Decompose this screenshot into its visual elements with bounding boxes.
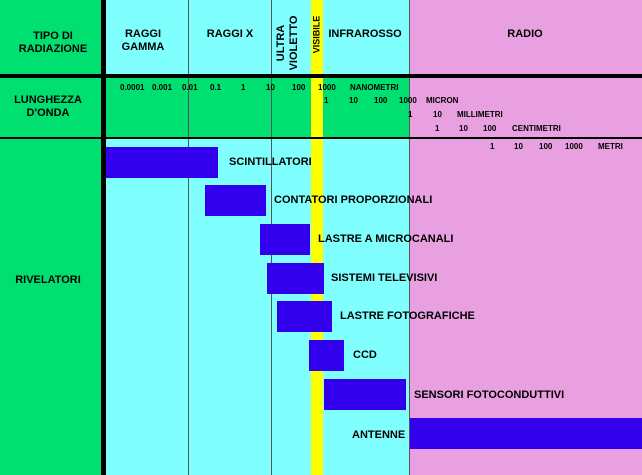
detector-label-sensori-fotoconduttivi: SENSORI FOTOCONDUTTIVI [414, 389, 565, 401]
wavelength-band [104, 78, 410, 138]
detector-label-sistemi-televisivi: SISTEMI TELEVISIVI [331, 272, 438, 284]
left-column-rule [101, 0, 106, 475]
unit-micron: MICRON [426, 96, 459, 105]
detector-bar-sensori-fotoconduttivi [324, 379, 406, 410]
tick-nm-0: 0.0001 [120, 83, 145, 92]
row-label-detectors: RIVELATORI [15, 274, 81, 286]
wavelength-rule [0, 137, 642, 139]
tick-micron-0: 1 [324, 96, 329, 105]
tick-m-1: 10 [514, 142, 523, 151]
detector-bar-sistemi-televisivi [267, 263, 324, 294]
tick-cm-0: 1 [435, 124, 440, 133]
radio-region [410, 0, 642, 475]
tick-m-3: 1000 [565, 142, 583, 151]
tick-nm-5: 10 [266, 83, 275, 92]
detector-bar-antenne [410, 418, 642, 449]
detector-bar-lastre-a-microcanali [260, 224, 310, 255]
category-xray: RAGGI X [206, 28, 254, 40]
tick-nm-7: 1000 [318, 83, 336, 92]
label-column [0, 0, 104, 475]
category-gamma: RAGGI GAMMA [121, 28, 165, 53]
tick-mm-0: 1 [408, 110, 413, 119]
tick-nm-2: 0.01 [182, 83, 198, 92]
detector-label-lastre-fotografiche: LASTRE FOTOGRAFICHE [340, 310, 475, 322]
divider-gamma-xray [188, 0, 189, 475]
category-visible: VISIBILE [311, 15, 322, 54]
unit-millimetri: MILLIMETRI [457, 110, 503, 119]
unit-nanometri: NANOMETRI [350, 83, 399, 92]
tick-cm-2: 100 [483, 124, 497, 133]
detector-label-ccd: CCD [353, 349, 377, 361]
row-label-radiation-type: TIPO DI RADIAZIONE [18, 30, 88, 55]
tick-nm-6: 100 [292, 83, 306, 92]
detector-label-lastre-a-microcanali: LASTRE A MICROCANALI [318, 233, 454, 245]
header-rule [0, 74, 642, 78]
category-radio: RADIO [507, 28, 543, 40]
row-label-wavelength: LUNGHEZZA D'ONDA [14, 94, 82, 119]
detector-label-contatori-proporzionali: CONTATORI PROPORZIONALI [274, 194, 433, 206]
category-uv: ULTRA VIOLETTO [275, 15, 300, 71]
category-ir: INFRAROSSO [328, 28, 402, 40]
detector-label-antenne: ANTENNE [352, 429, 406, 441]
detector-label-scintillatori: SCINTILLATORI [229, 156, 312, 168]
detector-bar-scintillatori [106, 147, 218, 178]
tick-micron-2: 100 [374, 96, 388, 105]
tick-nm-4: 1 [241, 83, 246, 92]
tick-nm-3: 0.1 [210, 83, 222, 92]
divider-ir-radio [409, 0, 410, 475]
tick-nm-1: 0.001 [152, 83, 173, 92]
tick-mm-1: 10 [433, 110, 442, 119]
tick-m-0: 1 [490, 142, 495, 151]
detector-bar-contatori-proporzionali [205, 185, 266, 216]
unit-centimetri: CENTIMETRI [512, 124, 561, 133]
detector-bar-ccd [309, 340, 344, 371]
unit-metri: METRI [598, 142, 623, 151]
tick-m-2: 100 [539, 142, 553, 151]
tick-micron-3: 1000 [399, 96, 417, 105]
tick-cm-1: 10 [459, 124, 468, 133]
tick-micron-1: 10 [349, 96, 358, 105]
detector-bar-lastre-fotografiche [277, 301, 332, 332]
